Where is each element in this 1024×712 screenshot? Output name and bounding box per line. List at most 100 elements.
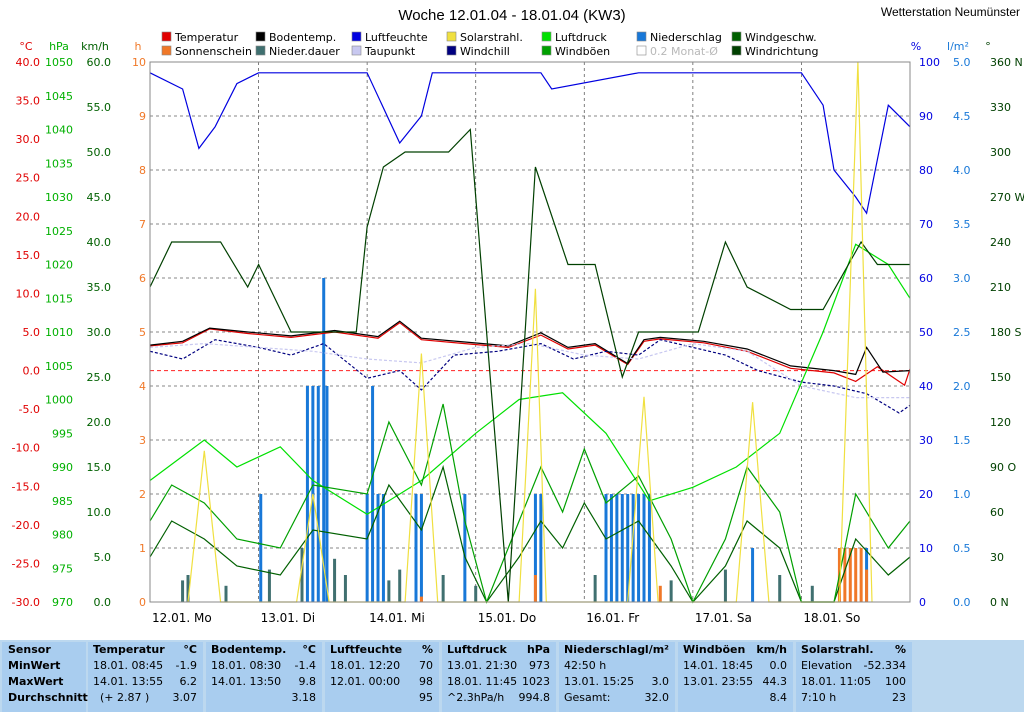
deg-tick: 120 [990, 416, 1011, 429]
precip-bar [322, 278, 326, 602]
sunshine-bar [859, 548, 863, 602]
luftfeuchte-max-value: 98 [419, 675, 433, 688]
duration-bar [810, 585, 814, 602]
duration-bar [387, 580, 391, 602]
sunshine-bar [843, 548, 847, 602]
temperatur-avg-note: (+ 2.87 ) [100, 691, 150, 704]
luftfeuchte-unit: % [421, 643, 433, 656]
hpa-tick: 1050 [45, 56, 73, 69]
plot-frame [149, 61, 911, 603]
pct-tick: 30 [919, 434, 933, 447]
temp-tick: 10.0 [16, 287, 41, 300]
pct-tick: 100 [919, 56, 940, 69]
lm2-tick: 2.5 [953, 326, 971, 339]
legend-label: Sonnenschein [175, 45, 252, 58]
bodentemp-header: Bodentemp. [211, 643, 287, 656]
sunshine-bar [848, 548, 852, 602]
precip-bar [620, 494, 624, 602]
duration-bar [474, 585, 478, 602]
luftdruck-header: Luftdruck [447, 643, 507, 656]
niederschlag-duration: 42:50 h [564, 659, 607, 672]
legend-label: Windrichtung [745, 45, 818, 58]
duration-bar [669, 580, 673, 602]
luftfeuchte-min-value: 70 [419, 659, 433, 672]
windboeen-avg-value: 8.4 [769, 691, 788, 704]
solar-max-time: 18.01. 11:05 [801, 675, 872, 688]
hpa-tick: 1030 [45, 191, 73, 204]
kmh-tick: 0.0 [94, 596, 112, 609]
pct-tick: 50 [919, 326, 933, 339]
precip-bar [631, 494, 635, 602]
kmh-tick: 40.0 [87, 236, 112, 249]
kmh-tick: 15.0 [87, 461, 112, 474]
legend-swatch [731, 45, 742, 56]
niederschlag-unit: l/m² [644, 643, 669, 656]
sunshine-bar [865, 569, 869, 602]
hour-tick: 2 [139, 488, 146, 501]
temperatur-max-value: 6.2 [179, 675, 198, 688]
lm2-tick: 4.0 [953, 164, 971, 177]
precip-bar [376, 494, 380, 602]
series-line-windrichtung [149, 128, 910, 603]
temperatur-min-time: 18.01. 08:45 [93, 659, 164, 672]
solar-unit: % [894, 643, 906, 656]
lm2-tick: 0.0 [953, 596, 971, 609]
legend-swatch [161, 31, 172, 42]
hour-tick: 9 [139, 110, 146, 123]
niederschlag-total-value: 32.0 [644, 691, 670, 704]
luftdruck-avg-value: 994.8 [518, 691, 551, 704]
grid [150, 62, 910, 602]
series-line-taupunkt [149, 342, 910, 399]
stats-windboeen: Windböen km/h 14.01. 18:45 0.0 13.01. 23:5… [678, 642, 793, 712]
temperatur-avg-value: 3.07 [172, 691, 198, 704]
temperatur-header: Temperatur [93, 643, 165, 656]
temp-tick: -15.0 [12, 480, 40, 493]
day-label: 12.01. Mo [152, 611, 212, 625]
bar-series [181, 278, 869, 602]
niederschlag-header: Niederschlag [564, 643, 646, 656]
kmh-tick: 35.0 [87, 281, 112, 294]
sunshine-bar [658, 585, 662, 602]
sensor-header: Sensor [8, 643, 51, 656]
precip-bar [381, 494, 385, 602]
precip-bar [626, 494, 630, 602]
series-line-temperatur [149, 321, 911, 387]
bodentemp-unit: °C [302, 643, 316, 656]
kmh-tick: 45.0 [87, 191, 112, 204]
day-label: 16.01. Fr [586, 611, 639, 625]
precip-bar [604, 494, 608, 602]
luftfeuchte-max-time: 12.01. 00:00 [330, 675, 401, 688]
max-label: MaxWert [8, 675, 64, 688]
legend-swatch [255, 31, 266, 42]
kmh-tick: 50.0 [87, 146, 112, 159]
deg-tick: 330 [990, 101, 1011, 114]
duration-bar [723, 569, 727, 602]
luftfeuchte-header: Luftfeuchte [330, 643, 403, 656]
day-label: 18.01. So [803, 611, 860, 625]
kmh-tick: 55.0 [87, 101, 112, 114]
temp-tick: 20.0 [16, 210, 41, 223]
luftdruck-min-time: 13.01. 21:30 [447, 659, 518, 672]
kmh-tick: 20.0 [87, 416, 112, 429]
hour-tick: 5 [139, 326, 146, 339]
weather-chart: Woche 12.01.04 - 18.01.04 (KW3) Wetterst… [12, 5, 1024, 625]
luftdruck-unit: hPa [526, 643, 550, 656]
solar-avg-value: 23 [892, 691, 906, 704]
deg-tick: 30 [990, 551, 1004, 564]
deg-tick: 150 [990, 371, 1011, 384]
legend-label: Taupunkt [364, 45, 416, 58]
windboeen-header: Windböen [683, 643, 746, 656]
stats-luftdruck: Luftdruck hPa 13.01. 21:30 973 18.01. 11:4… [442, 642, 556, 712]
series-line-windgeschw [149, 464, 911, 604]
hour-tick: 10 [132, 56, 146, 69]
pct-tick: 40 [919, 380, 933, 393]
lm2-tick: 1.0 [953, 488, 971, 501]
deg-tick: 270 W [990, 191, 1024, 204]
deg-tick: 180 S [990, 326, 1021, 339]
precip-bar [647, 494, 651, 602]
pct-tick: 20 [919, 488, 933, 501]
hpa-unit-label: hPa [49, 40, 69, 53]
deg-tick: 210 [990, 281, 1011, 294]
deg-tick: 60 [990, 506, 1004, 519]
hour-tick: 0 [139, 596, 146, 609]
